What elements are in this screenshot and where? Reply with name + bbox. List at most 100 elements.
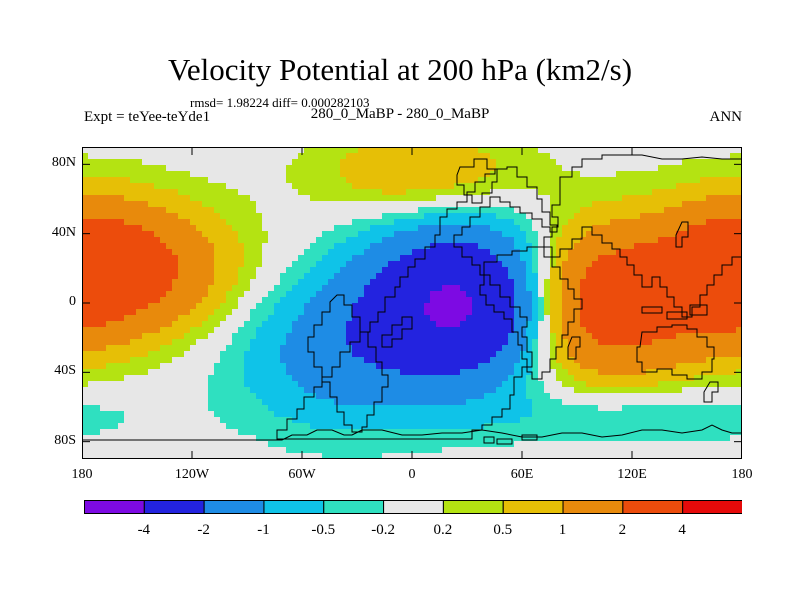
field-cell	[364, 177, 371, 184]
field-cell	[448, 357, 455, 364]
field-cell	[610, 351, 617, 358]
field-cell	[106, 225, 113, 232]
field-cell	[268, 393, 275, 400]
field-cell	[712, 189, 719, 196]
field-cell	[658, 381, 665, 388]
field-cell	[436, 351, 443, 358]
field-cell	[502, 315, 509, 322]
field-cell	[130, 165, 137, 172]
field-cell	[352, 291, 359, 298]
field-cell	[724, 213, 731, 220]
field-cell	[484, 393, 491, 400]
field-cell	[730, 375, 737, 382]
field-cell	[130, 363, 137, 370]
field-cell	[490, 309, 497, 316]
field-cell	[178, 369, 185, 376]
field-cell	[286, 411, 293, 418]
field-cell	[346, 399, 353, 406]
field-cell	[724, 345, 731, 352]
field-cell	[364, 165, 371, 172]
field-cell	[712, 201, 719, 208]
field-cell	[202, 411, 209, 418]
field-cell	[664, 219, 671, 226]
field-cell	[352, 225, 359, 232]
field-cell	[148, 411, 155, 418]
field-cell	[172, 171, 179, 178]
field-cell	[628, 345, 635, 352]
field-cell	[682, 387, 689, 394]
field-cell	[676, 159, 683, 166]
field-cell	[694, 297, 701, 304]
field-cell	[334, 243, 341, 250]
field-cell	[646, 165, 653, 172]
field-cell	[724, 303, 731, 310]
field-cell	[460, 237, 467, 244]
field-cell	[466, 387, 473, 394]
field-cell	[472, 201, 479, 208]
field-cell	[304, 369, 311, 376]
field-cell	[604, 279, 611, 286]
field-cell	[244, 285, 251, 292]
field-cell	[628, 207, 635, 214]
field-cell	[580, 207, 587, 214]
field-cell	[394, 147, 401, 154]
field-cell	[184, 147, 191, 154]
field-cell	[100, 237, 107, 244]
field-cell	[328, 237, 335, 244]
field-cell	[634, 327, 641, 334]
field-cell	[292, 291, 299, 298]
field-cell	[172, 339, 179, 346]
field-cell	[130, 219, 137, 226]
field-cell	[184, 189, 191, 196]
field-cell	[724, 267, 731, 274]
field-cell	[88, 363, 95, 370]
field-cell	[298, 315, 305, 322]
field-cell	[346, 273, 353, 280]
field-cell	[286, 339, 293, 346]
field-cell	[442, 207, 449, 214]
field-cell	[208, 177, 215, 184]
field-cell	[604, 255, 611, 262]
field-cell	[700, 255, 707, 262]
field-cell	[634, 147, 641, 154]
field-cell	[688, 387, 695, 394]
field-cell	[472, 207, 479, 214]
field-cell	[190, 237, 197, 244]
field-cell	[208, 261, 215, 268]
field-cell	[244, 411, 251, 418]
field-cell	[556, 387, 563, 394]
field-cell	[382, 243, 389, 250]
field-cell	[178, 417, 185, 424]
field-cell	[244, 171, 251, 178]
field-cell	[424, 177, 431, 184]
field-cell	[646, 159, 653, 166]
field-cell	[664, 297, 671, 304]
field-cell	[118, 189, 125, 196]
field-cell	[88, 399, 95, 406]
field-cell	[526, 327, 533, 334]
field-cell	[562, 195, 569, 202]
field-cell	[436, 321, 443, 328]
field-cell	[562, 285, 569, 292]
field-cell	[310, 333, 317, 340]
field-cell	[640, 147, 647, 154]
field-cell	[292, 297, 299, 304]
field-cell	[334, 219, 341, 226]
field-cell	[418, 387, 425, 394]
field-cell	[628, 219, 635, 226]
field-cell	[184, 375, 191, 382]
field-cell	[334, 171, 341, 178]
field-cell	[358, 387, 365, 394]
field-cell	[586, 249, 593, 256]
field-cell	[436, 309, 443, 316]
field-cell	[196, 303, 203, 310]
field-cell	[310, 279, 317, 286]
field-cell	[628, 321, 635, 328]
field-cell	[670, 369, 677, 376]
field-cell	[514, 369, 521, 376]
field-cell	[658, 189, 665, 196]
field-cell	[478, 219, 485, 226]
field-cell	[514, 321, 521, 328]
field-cell	[268, 171, 275, 178]
field-cell	[622, 243, 629, 250]
